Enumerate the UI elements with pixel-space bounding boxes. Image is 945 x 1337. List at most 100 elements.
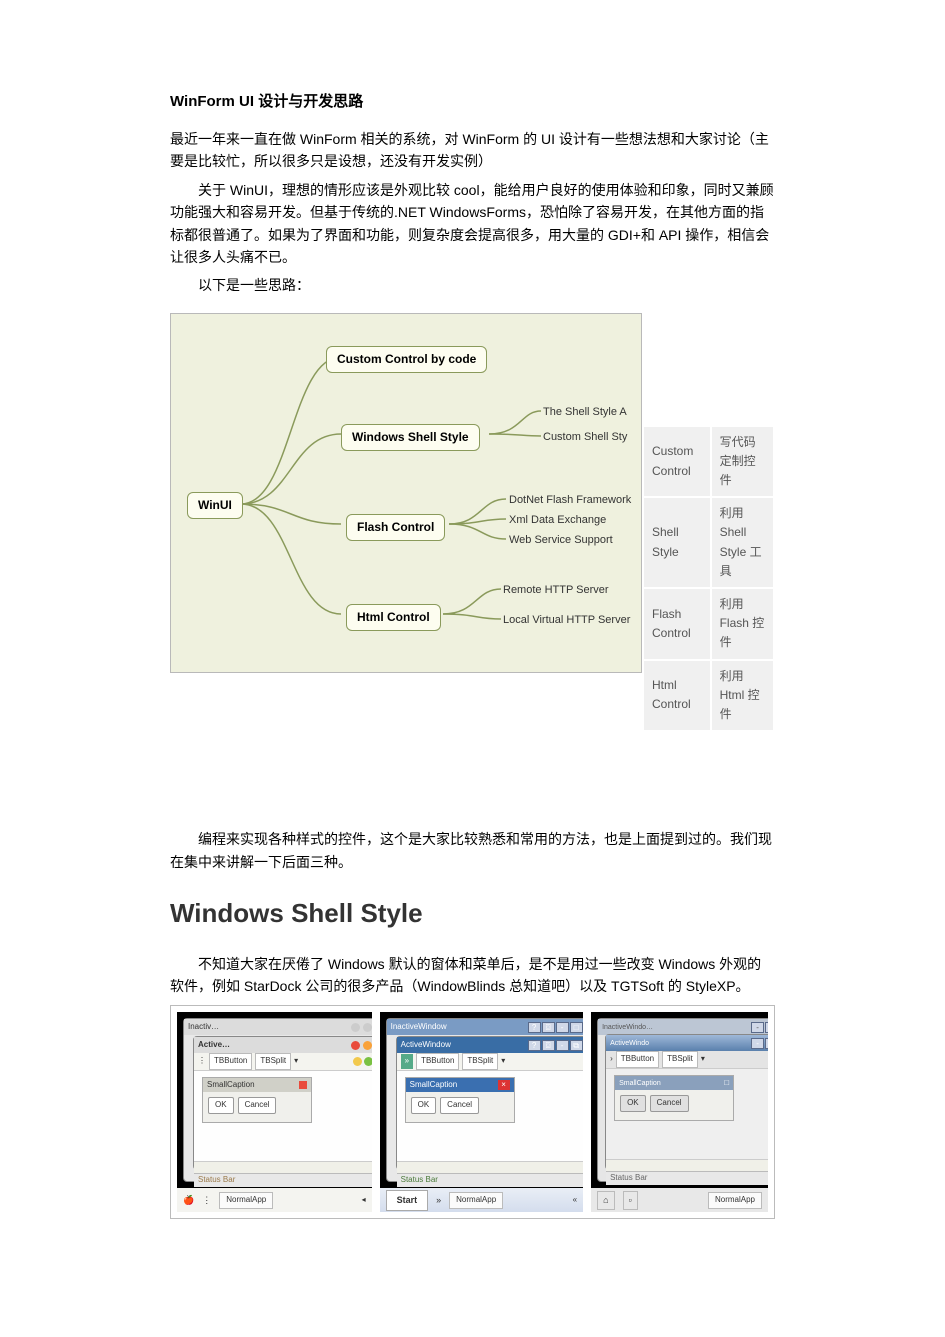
window-active-b: ActiveWindow ? ⌼ - ⧉ × » TBButton TBSpli…: [396, 1036, 583, 1170]
screenshot-win-theme: InactiveWindow ? ⌼ - □ × ActiveWindow ? …: [380, 1012, 583, 1212]
restore-icon-b[interactable]: ⧉: [570, 1040, 583, 1051]
titlebar-inactive-b: InactiveWindow ? ⌼ - □ ×: [387, 1019, 583, 1035]
close-icon-c[interactable]: □: [765, 1038, 768, 1049]
node-windows-shell-style: Windows Shell Style: [341, 424, 480, 451]
toolbar-b: » TBButton TBSplit ▾: [397, 1053, 583, 1071]
start-icon-a[interactable]: 🍎: [183, 1193, 194, 1207]
minimize-icon-c2[interactable]: -: [751, 1038, 764, 1049]
tb-dropdown-c[interactable]: ▾: [701, 1053, 705, 1066]
close-icon-small-c[interactable]: □: [724, 1077, 729, 1090]
minimize-icon[interactable]: -: [556, 1022, 569, 1033]
tb-split-a[interactable]: TBSplit: [255, 1053, 291, 1070]
tbl-r1c1: Custom Control: [643, 426, 711, 498]
pin-icon[interactable]: ⌼: [542, 1022, 555, 1033]
hscroll-b[interactable]: [397, 1161, 583, 1173]
titlebar-active-b: ActiveWindow ? ⌼ - ⧉ ×: [397, 1037, 583, 1053]
para-4: 编程来实现各种样式的控件，这个是大家比较熟悉和常用的方法，也是上面提到过的。我们…: [170, 828, 775, 873]
tb-split-c[interactable]: TBSplit: [662, 1051, 698, 1068]
toolbar-c: › TBButton TBSplit ▾: [606, 1051, 768, 1069]
status-bar-b: Status Bar: [397, 1173, 583, 1187]
cancel-button-a[interactable]: Cancel: [238, 1097, 277, 1114]
taskbar-app-a[interactable]: NormalApp: [219, 1192, 273, 1209]
small-caption-title-b: SmallCaption ×: [406, 1078, 514, 1092]
leaf-dotnet-flash: DotNet Flash Framework: [509, 492, 631, 510]
small-caption-c: SmallCaption □ OK Cancel: [614, 1075, 734, 1121]
taskbar-arrow-b[interactable]: «: [573, 1194, 577, 1207]
tbl-r1c2: 写代码定制控件: [711, 426, 774, 498]
winbtns-inactive-b: ? ⌼ - □ ×: [528, 1022, 583, 1033]
taskbar-arrow-a[interactable]: ◂: [362, 1194, 366, 1207]
node-html-control: Html Control: [346, 604, 441, 631]
tbl-r4c2: 利用 Html 控件: [711, 660, 774, 732]
help-icon-b[interactable]: ?: [528, 1040, 541, 1051]
taskbar-c: ⌂ ▫ NormalApp: [591, 1188, 768, 1212]
small-caption-body-a: OK Cancel: [203, 1092, 311, 1119]
dot-red: [351, 1041, 360, 1050]
title-inactive-b: InactiveWindow: [391, 1021, 447, 1034]
leaf-remote-http: Remote HTTP Server: [503, 582, 609, 600]
leaf-xml-data: Xml Data Exchange: [509, 512, 606, 530]
taskbar-icon-c[interactable]: ▫: [623, 1191, 638, 1209]
taskbar-a: 🍎 ⋮ NormalApp ◂: [177, 1188, 372, 1212]
title-active-c: ActiveWindo: [610, 1038, 649, 1049]
screenshot-grey-theme: InactiveWindo… - □ ActiveWindo - □ › TBB…: [591, 1012, 768, 1212]
tdot-green: [364, 1057, 372, 1066]
leaf-shell-style-a: The Shell Style A: [543, 404, 627, 422]
theme-screenshots: Inactiv… Active… ⋮ TBButton: [170, 1005, 775, 1219]
tb-split-b[interactable]: TBSplit: [462, 1053, 498, 1070]
tbl-r3c2: 利用 Flash 控件: [711, 588, 774, 660]
small-caption-body-b: OK Cancel: [406, 1092, 514, 1119]
taskbar-app-c[interactable]: NormalApp: [708, 1192, 762, 1209]
tbl-r2c1: Shell Style: [643, 497, 711, 588]
tb-dropdown-b[interactable]: ▾: [501, 1055, 505, 1068]
maximize-icon[interactable]: □: [570, 1022, 583, 1033]
content-area-b: SmallCaption × OK Cancel: [397, 1071, 583, 1161]
dot-grey-2: [363, 1023, 372, 1032]
node-custom-control: Custom Control by code: [326, 346, 487, 373]
ok-button-b[interactable]: OK: [411, 1097, 437, 1114]
maximize-icon-c[interactable]: □: [765, 1022, 768, 1033]
cancel-button-c[interactable]: Cancel: [650, 1095, 689, 1112]
toolbar-grip-a: ⋮: [198, 1055, 206, 1068]
close-icon-small-b[interactable]: ×: [498, 1080, 510, 1090]
title-active-b: ActiveWindow: [401, 1039, 451, 1052]
ok-button-a[interactable]: OK: [208, 1097, 234, 1114]
ok-button-c[interactable]: OK: [620, 1095, 646, 1112]
tb-button-c[interactable]: TBButton: [616, 1051, 659, 1068]
hscroll-a[interactable]: [194, 1161, 372, 1173]
taskbar-sep-b: »: [436, 1193, 441, 1207]
leaf-local-virtual: Local Virtual HTTP Server: [503, 612, 630, 630]
tb-dropdown-a[interactable]: ▾: [294, 1055, 298, 1068]
winbtns-active-b: ? ⌼ - ⧉ ×: [528, 1040, 583, 1051]
start-button-c[interactable]: ⌂: [597, 1191, 614, 1209]
intro-para-2: 关于 WinUI，理想的情形应该是外观比较 cool，能给用户良好的使用体验和印…: [170, 179, 775, 269]
content-area-c: SmallCaption □ OK Cancel: [606, 1069, 768, 1159]
small-caption-title-c: SmallCaption □: [615, 1076, 733, 1090]
toolbar-grip-b: »: [401, 1054, 413, 1069]
start-button-b[interactable]: Start: [386, 1190, 429, 1210]
winbtns-inactive-c: - □: [751, 1022, 768, 1033]
small-caption-b: SmallCaption × OK Cancel: [405, 1077, 515, 1123]
hscroll-c[interactable]: [606, 1159, 768, 1171]
taskbar-app-b[interactable]: NormalApp: [449, 1192, 503, 1209]
help-icon[interactable]: ?: [528, 1022, 541, 1033]
toolbar-grip-c: ›: [610, 1053, 613, 1066]
tb-button-b[interactable]: TBButton: [416, 1053, 459, 1070]
minimize-icon-c[interactable]: -: [751, 1022, 764, 1033]
approach-table: Custom Control写代码定制控件 Shell Style利用 Shel…: [642, 313, 775, 792]
toolbar-a: ⋮ TBButton TBSplit ▾: [194, 1053, 372, 1071]
status-bar-c: Status Bar: [606, 1171, 768, 1185]
close-dot-a[interactable]: [299, 1081, 307, 1089]
status-bar-a: Status Bar: [194, 1173, 372, 1187]
small-caption-label-b: SmallCaption: [410, 1079, 458, 1092]
minimize-icon-b[interactable]: -: [556, 1040, 569, 1051]
taskbar-sep-a: ⋮: [202, 1193, 211, 1207]
section-heading-shell-style: Windows Shell Style: [170, 893, 775, 935]
table-spacer-2: [643, 731, 774, 791]
tb-button-a[interactable]: TBButton: [209, 1053, 252, 1070]
titlebar-active-a: Active…: [194, 1037, 372, 1053]
window-active-c: ActiveWindo - □ › TBButton TBSplit ▾ Sma…: [605, 1034, 768, 1170]
node-root: WinUI: [187, 492, 243, 519]
pin-icon-b[interactable]: ⌼: [542, 1040, 555, 1051]
cancel-button-b[interactable]: Cancel: [440, 1097, 479, 1114]
